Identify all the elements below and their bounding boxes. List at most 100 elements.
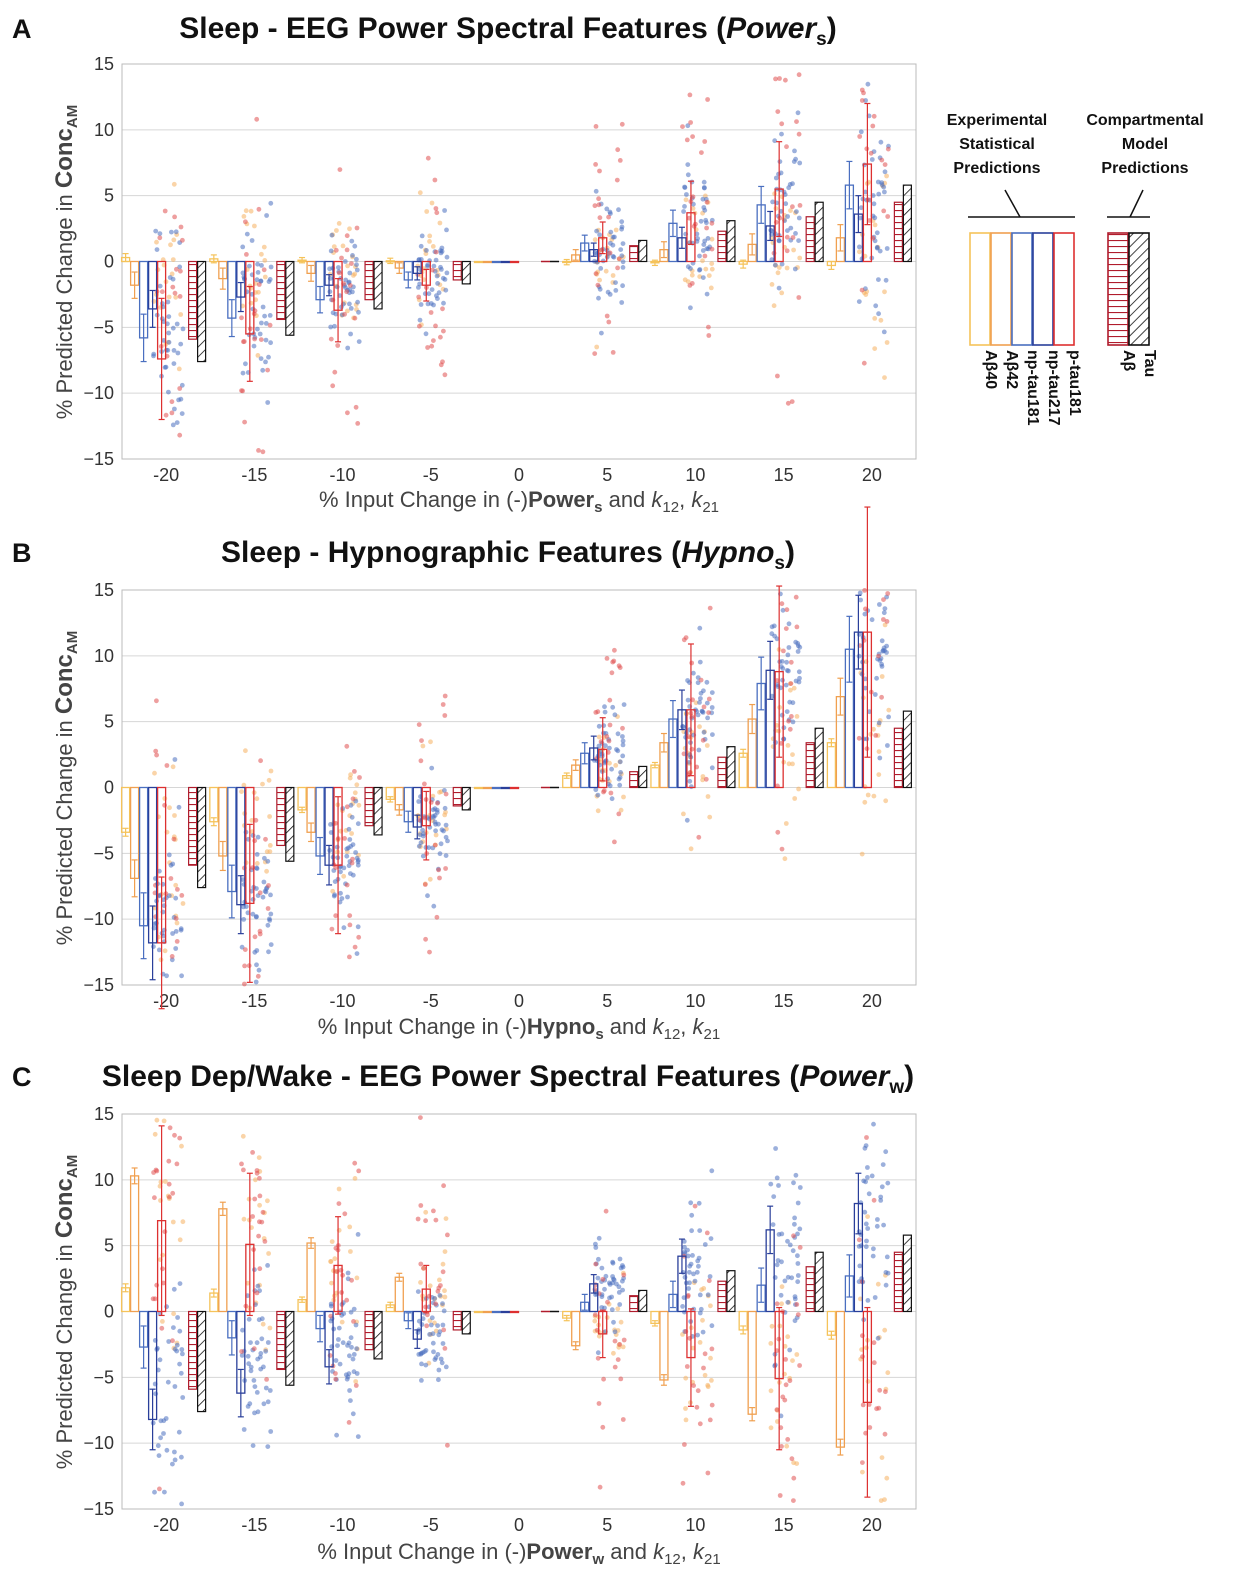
data-point	[355, 924, 361, 930]
data-point	[690, 134, 695, 140]
data-point	[790, 700, 796, 706]
data-point	[344, 1297, 350, 1303]
data-point	[612, 647, 617, 653]
data-point	[427, 233, 433, 239]
data-point	[773, 206, 779, 211]
data-point	[874, 1223, 880, 1229]
data-point	[353, 1383, 359, 1388]
data-point	[177, 1328, 183, 1334]
data-point	[793, 231, 798, 236]
data-point	[708, 1236, 714, 1241]
bar-Tau	[373, 786, 383, 836]
data-point	[877, 755, 883, 761]
data-point	[596, 743, 602, 749]
data-point	[691, 1383, 696, 1388]
data-point	[261, 1401, 267, 1407]
data-point	[783, 1382, 789, 1388]
data-point	[355, 299, 360, 305]
bar-Tau	[902, 184, 912, 263]
data-point	[257, 890, 263, 896]
data-point	[439, 267, 444, 272]
x-tick-label: 5	[602, 991, 612, 1011]
data-point	[257, 1266, 263, 1272]
data-point	[615, 731, 621, 737]
data-point	[886, 707, 892, 713]
data-point	[620, 241, 626, 247]
bar-Tau	[726, 1270, 736, 1313]
data-point	[328, 1313, 334, 1319]
data-point	[267, 313, 273, 318]
data-point	[790, 204, 795, 210]
data-point	[794, 209, 799, 215]
data-point	[356, 309, 361, 315]
data-point	[354, 262, 359, 268]
data-point	[441, 1327, 447, 1333]
data-point	[354, 225, 360, 231]
data-point	[775, 270, 781, 276]
data-point	[856, 653, 862, 659]
data-point	[778, 170, 784, 176]
x-axis-label: % Input Change in (-)Powerw and k12, k21	[317, 1539, 720, 1568]
data-point	[885, 146, 891, 152]
data-point	[701, 704, 707, 710]
data-point	[709, 705, 715, 710]
data-point	[178, 396, 184, 402]
data-point	[427, 239, 432, 244]
data-point	[793, 639, 799, 645]
data-point	[620, 1263, 625, 1268]
data-point	[884, 246, 890, 251]
data-point	[172, 813, 177, 818]
data-point	[606, 738, 612, 744]
data-point	[790, 181, 795, 187]
x-tick-label: 20	[862, 1515, 882, 1535]
data-point	[706, 710, 711, 715]
data-point	[241, 1427, 247, 1432]
legend-label: Aβ40	[982, 350, 999, 389]
y-axis-label: % Predicted Change in ConcAM	[51, 631, 81, 945]
data-point	[877, 248, 883, 254]
data-point	[697, 1340, 703, 1345]
y-tick-label: 0	[104, 252, 114, 272]
data-point	[609, 1307, 615, 1313]
data-point	[701, 185, 707, 190]
data-point	[793, 1172, 799, 1178]
x-tick-label: 0	[514, 465, 524, 485]
data-point	[420, 853, 426, 859]
data-point	[172, 406, 177, 412]
data-point	[430, 1340, 436, 1346]
data-point	[689, 660, 695, 666]
data-point	[871, 113, 877, 119]
legend: Experimental Statistical Predictions Compar…	[947, 112, 1204, 426]
data-point	[709, 220, 715, 226]
scatter-points	[150, 1115, 891, 1507]
data-point	[178, 224, 184, 230]
data-point	[709, 1346, 715, 1352]
data-point	[355, 1232, 361, 1237]
data-point	[775, 829, 781, 835]
data-point	[336, 221, 342, 226]
data-point	[354, 951, 360, 956]
data-point	[859, 287, 865, 293]
data-point	[154, 698, 159, 704]
data-point	[258, 356, 264, 361]
data-point	[620, 1344, 626, 1350]
data-point	[255, 1409, 261, 1415]
data-point	[592, 203, 598, 209]
data-point	[157, 1357, 163, 1363]
legend-bracket	[1004, 189, 1021, 218]
data-point	[437, 1293, 443, 1298]
data-point	[165, 1379, 171, 1385]
data-point	[267, 277, 273, 282]
data-point	[878, 1194, 884, 1200]
data-point	[881, 184, 887, 190]
data-point	[435, 800, 440, 806]
y-tick-label: −10	[83, 1433, 114, 1453]
x-tick-label: -5	[423, 1515, 439, 1535]
data-point	[779, 846, 785, 852]
data-point	[415, 1289, 421, 1294]
data-point	[426, 845, 432, 850]
data-point	[857, 244, 862, 250]
data-point	[266, 777, 272, 783]
data-point	[776, 285, 782, 291]
data-point	[792, 1294, 798, 1299]
